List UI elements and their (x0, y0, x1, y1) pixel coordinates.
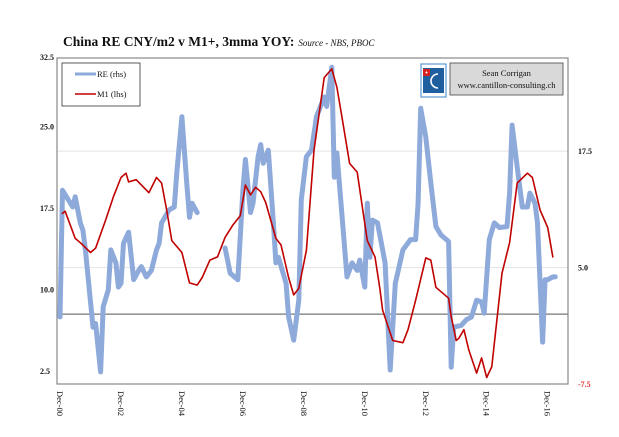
author-site: www.cantillon-consulting.ch (457, 80, 556, 90)
x-tick-label: Dec-14 (482, 391, 492, 417)
author-name: Sean Corrigan (482, 68, 532, 78)
y-left-tick-label: 25.0 (40, 123, 54, 132)
y-left-tick-label: 32.5 (40, 53, 54, 62)
legend-label-re: RE (rhs) (97, 69, 126, 79)
x-axis: Dec-00 Dec-02 Dec-04 Dec-06 Dec-08 Dec-10 Dec-… (55, 391, 553, 417)
legend-label-m1: M1 (lhs) (97, 89, 127, 99)
y-right-tick-label: 5.0 (578, 264, 588, 273)
author-box: Sean Corrigan www.cantillon-consulting.c… (449, 62, 564, 96)
series-line-m1 (61, 68, 554, 379)
series-line-re (57, 64, 558, 375)
plot-frame (56, 57, 569, 385)
x-tick-label: Dec-06 (238, 391, 248, 416)
x-tick-label: Dec-08 (299, 391, 309, 416)
chart-subtitle: Source - NBS, PBOC (298, 38, 375, 48)
series-layer (57, 64, 558, 379)
cantillon-logo (420, 63, 447, 98)
y-left-tick-label: 2.5 (40, 367, 50, 376)
chart-title: China RE CNY/m2 v M1+, 3mma YOY: Source -… (63, 34, 375, 49)
y-axis-left: 32.5 25.0 17.5 10.0 2.5 (40, 53, 54, 376)
y-axis-right: 17.5 5.0 -7.5 (578, 147, 592, 389)
x-tick-label: Dec-16 (543, 391, 553, 416)
x-tick-label: Dec-02 (116, 391, 126, 416)
x-tick-label: Dec-10 (360, 391, 370, 416)
x-tick-label: Dec-12 (421, 391, 431, 416)
legend: RE (rhs) M1 (lhs) (61, 62, 141, 107)
y-right-tick-label: 17.5 (578, 147, 592, 156)
y-left-tick-label: 10.0 (40, 286, 54, 295)
y-left-tick-label: 17.5 (40, 204, 54, 213)
x-tick-label: Dec-00 (55, 391, 65, 416)
x-tick-label: Dec-04 (177, 391, 187, 417)
y-right-tick-label: -7.5 (578, 380, 591, 389)
